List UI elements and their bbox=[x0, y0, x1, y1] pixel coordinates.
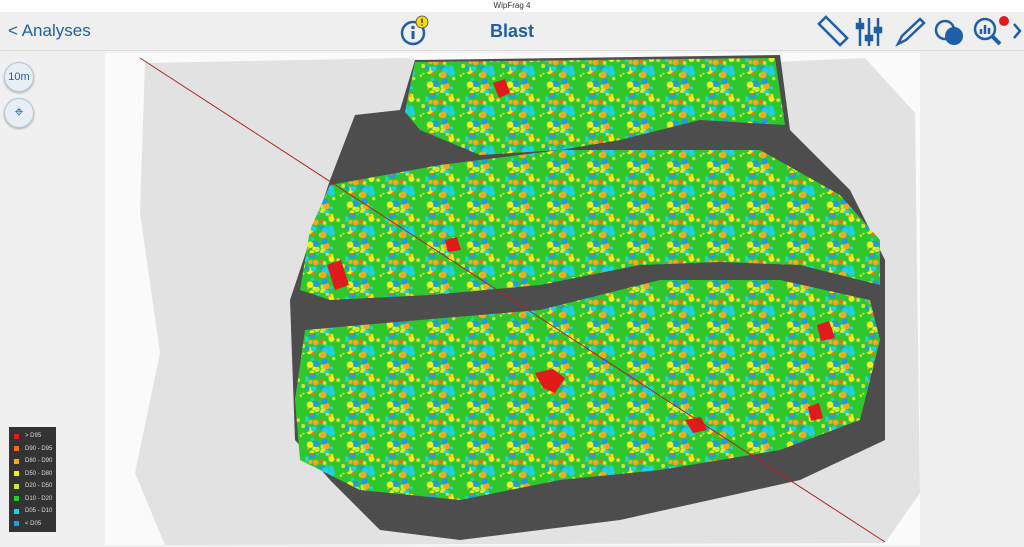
page-title: Blast bbox=[490, 21, 535, 41]
legend-label: D10 - D20 bbox=[25, 495, 53, 502]
legend-item: D90 - D95 bbox=[9, 443, 56, 456]
legend-swatch bbox=[14, 496, 19, 502]
legend-label: D80 - D90 bbox=[25, 458, 53, 465]
more-button[interactable] bbox=[1013, 23, 1022, 39]
edit-button[interactable] bbox=[895, 17, 926, 47]
legend-item: D80 - D90 bbox=[9, 455, 56, 468]
legend-item: < D05 bbox=[9, 518, 56, 531]
legend-swatch bbox=[14, 458, 19, 464]
legend-label: D90 - D95 bbox=[25, 445, 53, 452]
analysis-button[interactable] bbox=[973, 16, 1009, 46]
toolbar: < Analyses Blast bbox=[0, 12, 1024, 51]
legend-label: D50 - D80 bbox=[25, 470, 53, 477]
legend-swatch bbox=[14, 483, 19, 489]
legend-item: D05 - D10 bbox=[9, 505, 56, 518]
legend-item: D50 - D80 bbox=[9, 468, 56, 481]
profile-line bbox=[139, 57, 886, 543]
legend-swatch bbox=[14, 446, 19, 452]
locate-button[interactable]: ⌖ bbox=[4, 98, 34, 128]
back-button[interactable]: < Analyses bbox=[8, 21, 91, 40]
legend-swatch bbox=[14, 521, 19, 527]
map-view bbox=[105, 53, 920, 545]
legend-item: D10 - D20 bbox=[9, 493, 56, 506]
legend-swatch bbox=[14, 433, 19, 439]
overlay-button[interactable] bbox=[934, 19, 963, 45]
adjust-button[interactable] bbox=[855, 18, 883, 46]
legend-swatch bbox=[14, 508, 19, 514]
ruler-button[interactable] bbox=[817, 15, 849, 47]
info-button[interactable] bbox=[398, 14, 432, 48]
fragment-zone bbox=[300, 150, 880, 300]
legend-label: D20 - D50 bbox=[25, 483, 53, 490]
legend-swatch bbox=[14, 471, 19, 477]
legend: > D95 D90 - D95 D80 - D90 D50 - D80 D20 - D5… bbox=[9, 427, 56, 532]
window-title: WipFrag 4 bbox=[0, 0, 1024, 12]
fragment-zone bbox=[295, 280, 880, 500]
legend-label: D05 - D10 bbox=[25, 508, 53, 515]
legend-item: D20 - D50 bbox=[9, 480, 56, 493]
scale-button[interactable]: 10m bbox=[4, 62, 34, 92]
legend-label: < D05 bbox=[25, 520, 42, 527]
legend-item: > D95 bbox=[9, 430, 56, 443]
legend-label: > D95 bbox=[25, 433, 42, 440]
large-fragments bbox=[327, 79, 835, 433]
tool-icons bbox=[817, 15, 1022, 47]
